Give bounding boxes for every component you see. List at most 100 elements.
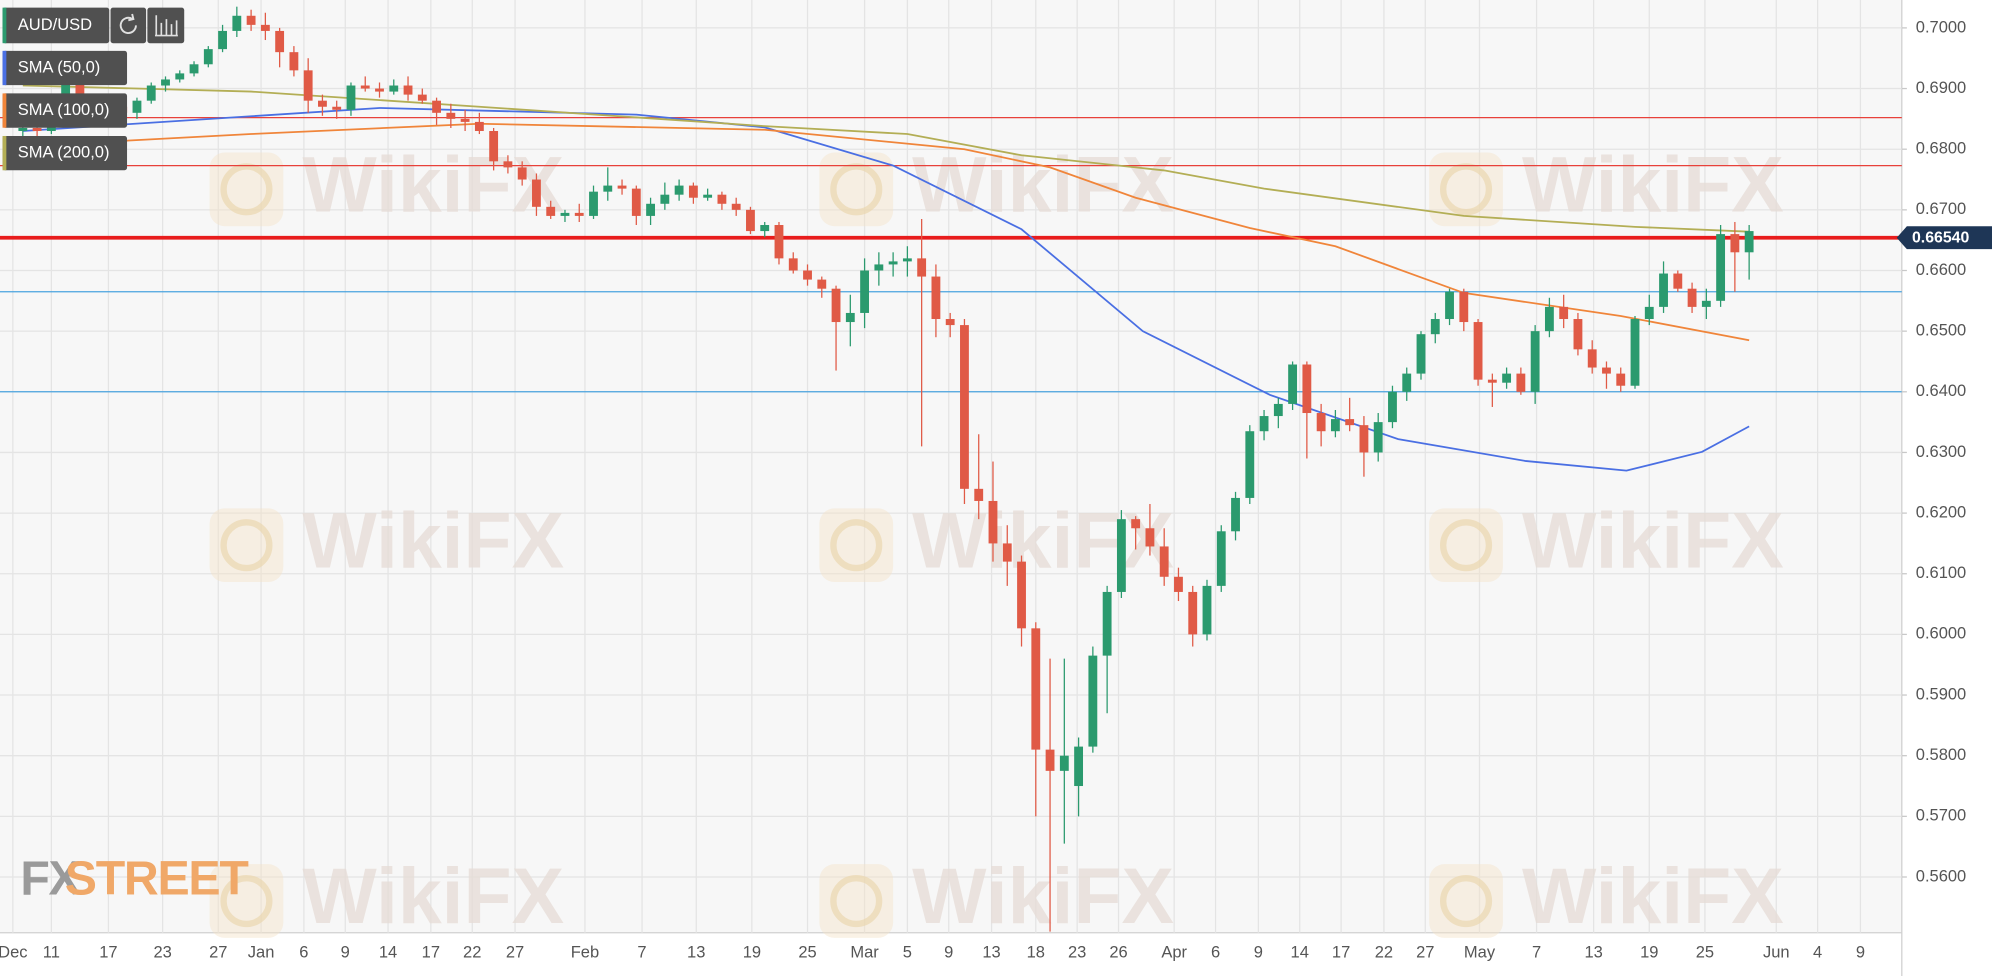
candle-body	[189, 64, 199, 74]
candle-body	[731, 203, 741, 210]
logo-street: STREET	[65, 852, 249, 906]
candle-body	[446, 112, 456, 119]
candle-body	[532, 179, 541, 207]
legend-box[interactable]	[2, 93, 128, 128]
candle-body	[688, 185, 698, 198]
candle-body	[275, 30, 285, 53]
candle-body	[517, 167, 527, 180]
candle-body	[1202, 585, 1212, 635]
y-tick-label: 0.5900	[1916, 685, 1966, 703]
watermark-badge	[209, 152, 284, 227]
candle-body	[1701, 300, 1711, 307]
x-tick-label: 4	[1813, 943, 1822, 961]
watermark: WikiFX	[302, 496, 564, 584]
legend-box[interactable]	[2, 135, 128, 171]
y-tick-label: 0.5700	[1916, 807, 1966, 825]
sma-line	[22, 122, 1750, 342]
y-tick-label: 0.6700	[1916, 200, 1966, 218]
grid	[0, 0, 1902, 933]
x-tick-label: 9	[1856, 943, 1865, 961]
candle-body	[460, 118, 470, 122]
y-tick-label: 0.6200	[1916, 503, 1966, 521]
candle-body	[1730, 234, 1740, 253]
candle-body	[389, 85, 399, 92]
candle-body	[1373, 422, 1383, 453]
legend-swatch	[2, 93, 7, 128]
candle-body	[1231, 497, 1240, 532]
y-tick-label: 0.7000	[1916, 18, 1966, 36]
legend-label: SMA (100,0)	[18, 101, 110, 119]
candle-body	[674, 185, 684, 195]
watermark-badge	[209, 508, 284, 583]
candle-body	[746, 209, 755, 232]
x-tick-label: 13	[687, 943, 705, 961]
x-tick-label: Mar	[850, 943, 879, 961]
candle-body	[403, 85, 413, 95]
candle-body	[717, 194, 727, 204]
candle-body	[332, 106, 342, 110]
watermark-icon	[830, 874, 883, 928]
watermark: WikiFX	[1522, 140, 1784, 228]
x-tick-label: 17	[422, 943, 440, 961]
candle-body	[1116, 519, 1126, 592]
x-tick-label: 22	[463, 943, 481, 961]
candle-body	[760, 225, 770, 232]
candle-body	[1416, 334, 1426, 374]
watermark-badge	[1429, 152, 1503, 227]
candle-body	[1673, 273, 1683, 289]
candle-body	[318, 100, 327, 107]
refresh-button[interactable]	[110, 7, 147, 44]
candle-body	[1502, 373, 1512, 383]
candle-body	[560, 212, 570, 216]
candle-body	[1074, 746, 1084, 787]
candle-body	[1174, 576, 1183, 592]
candle-body	[1359, 425, 1369, 453]
y-tick-label: 0.6900	[1916, 79, 1966, 97]
x-tick-label: Dec	[0, 943, 28, 961]
candle-body	[18, 127, 28, 132]
watermark-icon	[1440, 874, 1493, 928]
candle-body	[860, 270, 870, 313]
candle-body	[1145, 528, 1155, 547]
legend: AUD/USD SMA (50,0) SMA (100,0) SMA (200,0)	[2, 7, 185, 171]
x-tick-label: 6	[1211, 943, 1220, 961]
x-tick-label: 23	[1068, 943, 1086, 961]
symbol-label: AUD/USD	[18, 16, 92, 34]
x-tick-label: 5	[903, 943, 912, 961]
candle-body	[974, 488, 984, 501]
watermark-icon	[220, 519, 273, 572]
candle-body	[1131, 519, 1141, 529]
x-tick-label: 25	[798, 943, 816, 961]
candle-body	[1259, 416, 1269, 432]
candle-body	[945, 319, 955, 326]
symbol-box[interactable]	[2, 7, 110, 44]
watermark: WikiFX	[302, 140, 564, 228]
candle-body	[817, 279, 827, 289]
candle-body	[703, 194, 713, 198]
candle-body	[1273, 403, 1283, 417]
candle-body	[1402, 373, 1412, 392]
refresh-icon	[119, 13, 137, 34]
x-tick-label: 13	[982, 943, 1000, 961]
candle-body	[774, 225, 784, 259]
x-tick-label: 17	[99, 943, 117, 961]
candle-body	[132, 100, 142, 113]
x-tick-label: 19	[1640, 943, 1658, 961]
x-tick-label: 11	[43, 943, 60, 961]
candle-body	[1059, 755, 1069, 771]
sma-line	[22, 107, 1750, 472]
legend-swatch	[2, 135, 7, 171]
candle-body	[61, 73, 71, 107]
x-tick-label: 13	[1584, 943, 1602, 961]
candle-body	[845, 312, 855, 323]
legend-box[interactable]	[2, 50, 128, 86]
y-tick-label: 0.6400	[1916, 382, 1966, 400]
y-tick-label: 0.6000	[1916, 625, 1966, 643]
x-tick-label: Jan	[248, 943, 275, 961]
candle-body	[888, 261, 898, 265]
candle-body	[489, 131, 499, 162]
candle-body	[960, 325, 969, 489]
watermark: WikiFX	[1522, 496, 1784, 584]
candle-body	[417, 94, 427, 101]
candle-body	[1544, 306, 1554, 332]
